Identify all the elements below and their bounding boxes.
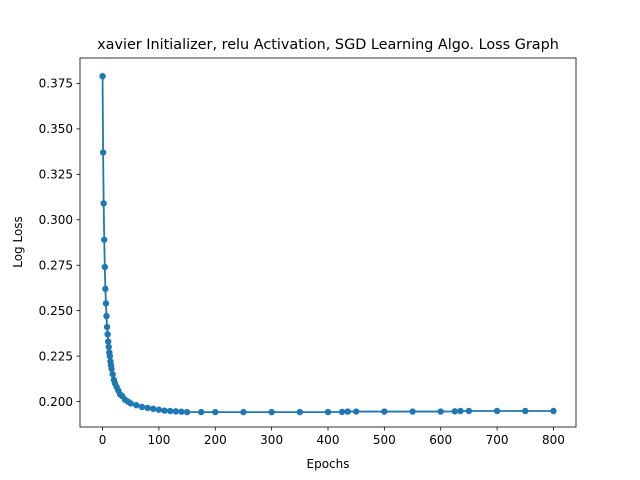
y-tick-label: 0.325 (39, 168, 73, 182)
loss-data-point (352, 408, 360, 415)
x-tick-label: 0 (99, 433, 107, 447)
y-tick-label: 0.300 (39, 213, 73, 227)
x-tick-label: 200 (204, 433, 227, 447)
loss-data-point (161, 407, 168, 414)
loss-data-point (101, 263, 109, 271)
y-axis: 0.200 0.225 0.250 0.275 0.300 0.325 0.350 0.375 (39, 77, 80, 409)
x-tick-label: 100 (147, 433, 170, 447)
y-tick-label: 0.350 (39, 122, 73, 136)
x-tick-label: 700 (486, 433, 509, 447)
loss-data-point (451, 408, 459, 415)
loss-data-point (101, 236, 108, 243)
x-axis-label: Epochs (307, 457, 350, 471)
loss-data-point (457, 407, 464, 415)
loss-data-point (183, 408, 191, 416)
loss-data-point (493, 407, 501, 415)
x-tick-label: 600 (429, 433, 452, 447)
loss-data-point (212, 408, 219, 416)
loss-data-point (99, 72, 106, 80)
loss-data-point (437, 408, 444, 415)
loss-data-point (178, 408, 185, 415)
loss-data-point (344, 408, 351, 415)
x-tick-label: 300 (260, 433, 283, 447)
loss-data-point (108, 365, 115, 373)
x-tick-label: 400 (317, 433, 340, 447)
loss-data-point (102, 285, 109, 293)
x-tick-label: 500 (373, 433, 396, 447)
chart-title: xavier Initializer, relu Activation, SGD… (97, 37, 559, 53)
loss-data-point (104, 331, 111, 338)
loss-data-point (522, 407, 529, 415)
loss-data-point (133, 401, 140, 409)
loss-data-point (338, 408, 346, 416)
loss-data-point (166, 407, 174, 415)
loss-data-point (172, 408, 180, 415)
loss-data-point (324, 408, 332, 416)
y-tick-label: 0.200 (39, 395, 73, 409)
loss-data-point (109, 371, 116, 378)
y-axis-label: Log Loss (11, 216, 25, 268)
loss-data-point (102, 300, 110, 307)
loss-data-point (197, 408, 205, 416)
loss-data-point (103, 323, 111, 331)
loss-data-point (144, 404, 151, 412)
loss-data-point (550, 407, 557, 415)
loss-data-point (296, 408, 304, 416)
y-tick-label: 0.375 (39, 77, 73, 91)
loss-data-point (106, 352, 114, 360)
y-tick-label: 0.275 (39, 258, 73, 272)
loss-data-point (138, 403, 146, 411)
loss-data-point (103, 312, 110, 320)
loss-data-point (155, 406, 163, 413)
x-axis: 0 100 200 300 400 500 600 700 800 (99, 427, 565, 447)
loss-data-point (127, 400, 134, 407)
loss-data-point (409, 408, 416, 415)
x-tick-label: 800 (542, 433, 565, 447)
loss-data-point (268, 408, 275, 416)
loss-data-point (100, 200, 107, 207)
loss-data-point (465, 407, 473, 415)
y-tick-label: 0.225 (39, 349, 73, 363)
y-tick-label: 0.250 (39, 304, 73, 318)
loss-data-point (240, 408, 247, 416)
loss-data-point (99, 149, 107, 156)
loss-data-point (104, 338, 112, 345)
plot-area (99, 72, 557, 416)
loss-data-point (381, 408, 388, 415)
loss-data-point (150, 405, 157, 413)
loss-data-point (105, 343, 112, 351)
